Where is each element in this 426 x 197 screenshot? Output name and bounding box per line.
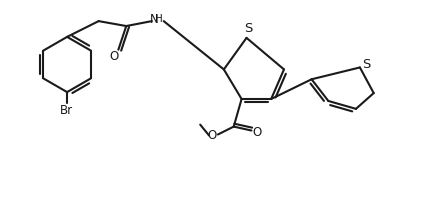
Text: O: O bbox=[207, 129, 217, 142]
Text: Br: Br bbox=[60, 104, 73, 117]
Text: O: O bbox=[253, 126, 262, 139]
Text: S: S bbox=[244, 22, 253, 35]
Text: H: H bbox=[155, 14, 163, 24]
Text: O: O bbox=[110, 50, 119, 63]
Text: S: S bbox=[363, 58, 371, 71]
Text: N: N bbox=[150, 13, 158, 26]
